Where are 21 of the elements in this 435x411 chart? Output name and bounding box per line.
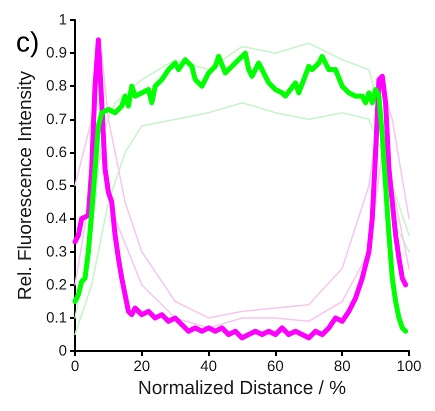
x-tick-label: 80 [334, 358, 351, 376]
y-axis-title: Rel. Fluorescence Intensity [15, 70, 36, 300]
y-tick-label: 0.1 [46, 309, 67, 326]
x-tick-label: 40 [200, 358, 217, 376]
y-tick-label: 0.9 [46, 44, 67, 62]
x-axis-title: Normalized Distance / % [138, 378, 346, 399]
y-tick-label: 0.6 [46, 144, 67, 161]
y-tick-label: 0 [58, 342, 67, 360]
y-tick-label: 0.3 [46, 243, 67, 260]
y-tick-label: 0.8 [46, 78, 67, 95]
y-tick-label: 0.7 [46, 110, 67, 128]
y-tick-label: 0.5 [46, 177, 67, 194]
y-tick-label: 0.2 [46, 276, 67, 294]
y-tick-label: 0.4 [46, 210, 67, 228]
x-tick-label: 60 [267, 358, 284, 376]
line-series [74, 102, 410, 336]
text: c) [16, 26, 40, 58]
y-tick-label: 1 [58, 12, 67, 28]
x-tick-label: 0 [70, 358, 80, 376]
x-tick-label: 100 [396, 358, 422, 376]
x-tick-label: 20 [133, 358, 150, 376]
